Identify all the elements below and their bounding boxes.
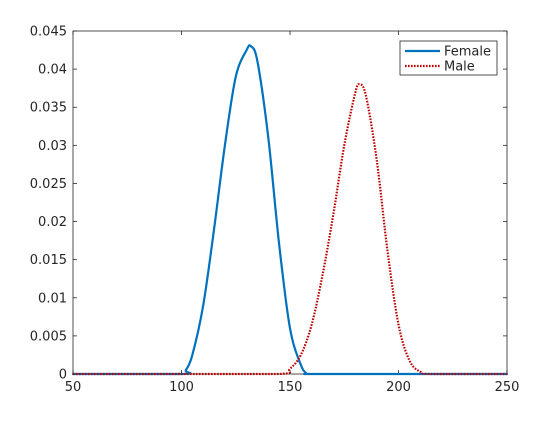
legend-label-female: Female: [444, 45, 491, 60]
x-tick-label: 250: [495, 380, 520, 395]
legend-label-male: Male: [444, 60, 475, 75]
legend-box: [399, 40, 498, 76]
x-tick-label: 150: [278, 380, 303, 395]
y-tick-label: 0.035: [30, 101, 67, 116]
y-tick-label: 0.03: [38, 139, 67, 154]
x-tick-label: 50: [65, 380, 82, 395]
y-tick-label: 0.02: [38, 215, 67, 230]
y-tick-label: 0: [59, 368, 67, 383]
series-line-female: [71, 44, 509, 376]
axes-layer: 50 100 150 200 250 0 0.005 0.01 0.015 0.02 0.025 0.…: [30, 25, 520, 396]
y-tick-label: 0.005: [30, 329, 67, 344]
plot-area-frame: [72, 30, 508, 375]
series-layer: [71, 44, 509, 376]
y-tick-label: 0.015: [30, 253, 67, 268]
y-tick-label: 0.045: [30, 25, 67, 40]
y-tick-label: 0.025: [30, 177, 67, 192]
x-tick-label: 100: [169, 380, 194, 395]
y-tick-label: 0.04: [38, 63, 67, 78]
x-tick-label: 200: [386, 380, 411, 395]
y-tick-label: 0.01: [38, 291, 67, 306]
